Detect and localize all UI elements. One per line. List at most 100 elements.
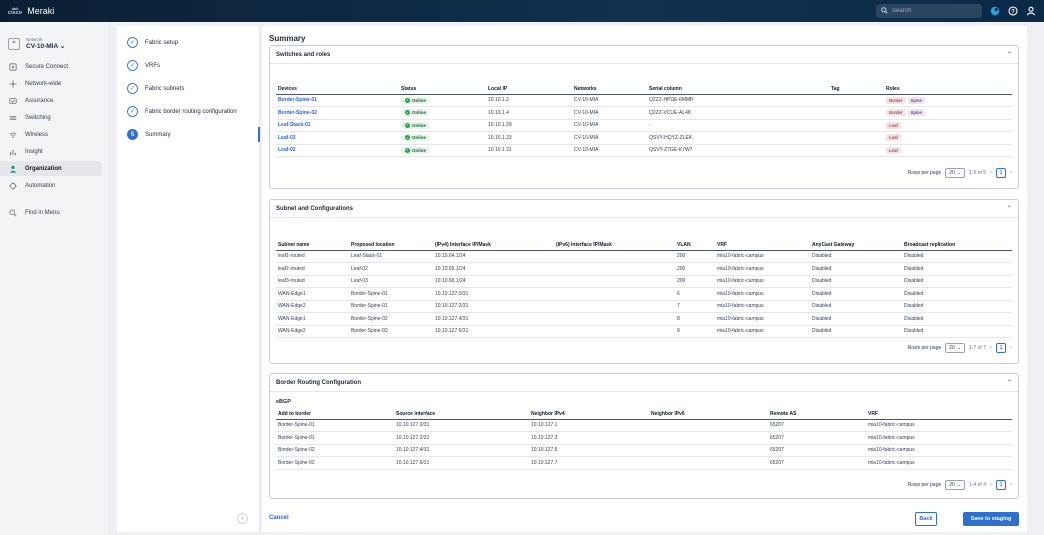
column-header[interactable]: Add to border <box>276 409 394 420</box>
svg-text:?: ? <box>1011 9 1015 15</box>
page-title: Summary <box>269 34 306 43</box>
search-input[interactable] <box>892 8 977 14</box>
column-header[interactable]: VRF <box>715 240 810 251</box>
find-in-menu[interactable]: Find in Menu <box>0 205 102 220</box>
column-header[interactable]: Proposed location <box>349 240 433 251</box>
notification-icon[interactable] <box>989 6 1000 17</box>
page-number-button[interactable]: 1 <box>996 480 1006 490</box>
chevron-right-icon[interactable]: › <box>1010 345 1012 351</box>
serial-cell: QSVY-Z7GE-K7W7 <box>647 144 829 157</box>
save-to-staging-button[interactable]: Save to staging <box>963 512 1019 526</box>
chevron-left-icon[interactable]: ‹ <box>990 170 992 176</box>
column-header[interactable]: Tag <box>829 84 884 95</box>
column-header[interactable]: (IPv6) Interface IP/Mask <box>554 240 675 251</box>
status-badge: ✓ Online <box>401 109 431 117</box>
nav-item-wireless[interactable]: Wireless <box>0 127 102 142</box>
column-header[interactable]: Remote AS <box>768 409 866 420</box>
column-header[interactable]: Serial column <box>647 84 829 95</box>
chevron-up-icon[interactable]: ⌃ <box>1006 206 1012 212</box>
rows-per-page-select[interactable]: 20 ⌄ <box>945 343 966 353</box>
pagination-range: 1-4 of 4 <box>969 482 986 488</box>
switches-card: Switches and roles ⌃ Devices Status Loca… <box>269 45 1019 189</box>
column-header[interactable]: Broadcast replication <box>902 240 1012 251</box>
border-routing-card-header[interactable]: Border Routing Configuration ⌃ <box>270 374 1018 392</box>
local-ip: 10.10.1.33 <box>486 131 572 145</box>
chevron-left-icon[interactable]: ‹ <box>990 482 992 488</box>
network-selector[interactable]: ⌗ Network CV-10-MIA ⌄ <box>0 32 108 55</box>
chevron-up-icon[interactable]: ⌃ <box>1006 52 1012 58</box>
subnets-card-header[interactable]: Subnet and Configurations ⌃ <box>270 200 1018 218</box>
column-header[interactable]: Networks <box>572 84 647 95</box>
step-summary[interactable]: 5 Summary <box>117 123 260 146</box>
search-icon <box>881 6 888 16</box>
back-button[interactable]: Back <box>915 512 937 526</box>
column-header[interactable]: (IPv4) Interface IP/Mask <box>433 240 554 251</box>
app-name[interactable]: Meraki <box>27 6 55 16</box>
network-cell: CV-10-MIA <box>572 144 647 157</box>
column-header[interactable]: Local IP <box>486 84 572 95</box>
network-cell: CV-10-MIA <box>572 119 647 132</box>
chevron-right-icon[interactable]: › <box>1010 482 1012 488</box>
subnets-pagination: Rows per page 20 ⌄ 1-7 of 7 ‹ 1 › <box>908 343 1012 353</box>
step-fabric-subnets[interactable]: ✓ Fabric subnets <box>117 77 259 100</box>
step-vrfs[interactable]: ✓ VRFs <box>117 54 259 77</box>
table-row: WAN-Edge2 Border-Spine-01 10.10.127.2/31 7 m… <box>276 300 1012 313</box>
border-routing-card: Border Routing Configuration ⌃ eBGP Add … <box>269 373 1019 499</box>
secure-connect-icon <box>8 62 18 72</box>
network-wide-icon <box>8 79 18 89</box>
chevron-right-icon[interactable]: › <box>1010 170 1012 176</box>
column-header[interactable]: Devices <box>276 84 399 95</box>
nav-item-automation[interactable]: Automation <box>0 178 102 193</box>
rows-per-page-select[interactable]: 20 ⌄ <box>945 168 966 178</box>
device-link[interactable]: Border-Spine-02 <box>276 106 399 120</box>
device-link[interactable]: Border-Spine-01 <box>276 94 399 107</box>
chevron-left-icon: ‹ <box>241 515 244 522</box>
device-link[interactable]: Leaf-Stack-01 <box>276 119 399 132</box>
step-fabric-setup[interactable]: ✓ Fabric setup <box>117 31 259 54</box>
column-header[interactable]: Neighbor IPv4 <box>529 409 649 420</box>
table-row: Border-Spine-02 10.10.127.4/31 10.10.127.5… <box>276 444 1012 457</box>
left-navigation: ⌗ Network CV-10-MIA ⌄ Secure Connect Net… <box>0 22 108 535</box>
nav-item-assurance[interactable]: Assurance <box>0 93 102 108</box>
column-header[interactable]: VRF <box>866 409 1012 420</box>
cancel-button[interactable]: Cancel <box>269 515 289 521</box>
nav-item-insight[interactable]: Insight <box>0 144 102 159</box>
local-ip: 10.10.1.31 <box>486 144 572 157</box>
column-header[interactable]: Subnet name <box>276 240 349 251</box>
role-chip: Spine <box>907 96 926 104</box>
ebgp-label: eBGP <box>276 399 291 405</box>
check-icon: ✓ <box>405 147 410 153</box>
device-link[interactable]: Leaf-03 <box>276 131 399 145</box>
column-header[interactable]: Roles <box>884 84 1012 95</box>
page-number-button[interactable]: 1 <box>996 343 1006 353</box>
rows-per-page-label: Rows per page <box>907 482 942 488</box>
column-header[interactable]: Status <box>399 84 486 95</box>
switches-card-header[interactable]: Switches and roles ⌃ <box>270 46 1018 64</box>
step-fabric-border-routing[interactable]: ✓ Fabric border routing configuration <box>117 100 259 123</box>
column-header[interactable]: Neighbor IPv6 <box>649 409 768 420</box>
rows-per-page-select[interactable]: 20 ⌄ <box>945 480 966 490</box>
role-chip: Spine <box>907 109 926 117</box>
global-search[interactable] <box>876 4 982 18</box>
nav-item-network-wide[interactable]: Network-wide <box>0 76 102 91</box>
chevron-left-icon[interactable]: ‹ <box>990 345 992 351</box>
nav-item-switching[interactable]: Switching <box>0 110 102 125</box>
column-header[interactable]: VLAN <box>675 240 715 251</box>
network-icon: ⌗ <box>8 37 20 50</box>
role-chip: Leaf <box>886 146 901 154</box>
column-header[interactable]: AnyCast Gateway <box>810 240 902 251</box>
rows-per-page-label: Rows per page <box>907 170 942 176</box>
nav-item-secure-connect[interactable]: Secure Connect <box>0 59 102 74</box>
nav-item-organization[interactable]: Organization <box>0 161 102 176</box>
chevron-up-icon[interactable]: ⌃ <box>1006 380 1012 386</box>
device-link[interactable]: Leaf-02 <box>276 144 399 157</box>
table-row: Leaf-Stack-01 ✓ Online 10.10.1.29 CV-10-M… <box>276 119 1012 132</box>
pagination-range: 1-7 of 7 <box>969 345 986 351</box>
collapse-sidebar-button[interactable]: ‹ <box>237 513 248 524</box>
page-number-button[interactable]: 1 <box>996 168 1006 178</box>
help-icon[interactable]: ? <box>1007 6 1018 17</box>
column-header[interactable]: Source interface <box>394 409 529 420</box>
status-badge: ✓ Online <box>401 134 431 142</box>
main-content: Summary Switches and roles ⌃ Devices Sta… <box>262 26 1027 532</box>
user-icon[interactable] <box>1025 6 1036 17</box>
